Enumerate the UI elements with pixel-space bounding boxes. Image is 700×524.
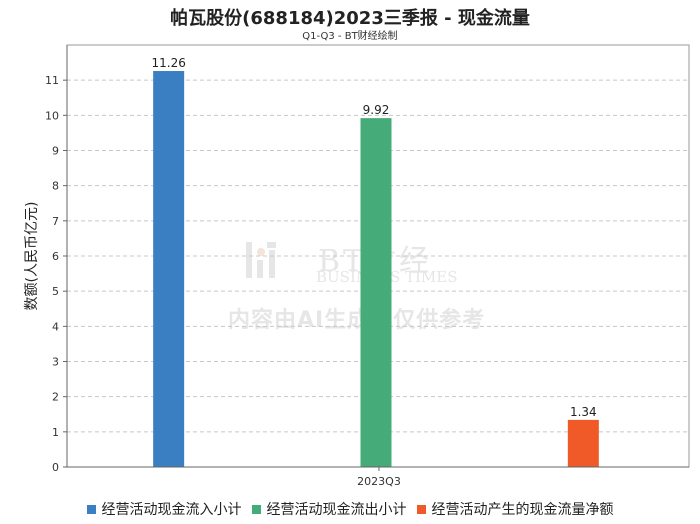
x-tick-label: 2023Q3	[357, 475, 401, 488]
legend: 经营活动现金流入小计 经营活动现金流出小计 经营活动产生的现金流量净额	[0, 499, 700, 519]
legend-label-net: 经营活动产生的现金流量净额	[431, 502, 614, 518]
chart-subtitle: Q1-Q3 - BT财经绘制	[302, 31, 398, 42]
y-tick-label: 8	[52, 180, 59, 193]
y-tick-label: 9	[52, 145, 59, 158]
legend-item-inflow[interactable]: 经营活动现金流入小计	[86, 499, 242, 519]
legend-swatch-outflow	[251, 504, 261, 514]
legend-item-net[interactable]: 经营活动产生的现金流量净额	[416, 499, 614, 519]
legend-swatch-net	[416, 504, 426, 514]
legend-swatch-inflow	[86, 504, 96, 514]
y-tick-label: 5	[52, 285, 59, 298]
bars: 11.26 9.92 1.34	[151, 56, 599, 468]
bar-3	[567, 419, 599, 467]
legend-label-outflow: 经营活动现金流出小计	[266, 502, 407, 518]
y-tick-label: 11	[45, 74, 59, 87]
y-tick-label: 7	[52, 215, 59, 228]
y-tick-label: 1	[52, 426, 59, 439]
bar-2	[360, 118, 392, 467]
watermark-notice: 内容由AI生成，仅供参考	[228, 308, 486, 333]
axes: 0 1 2 3 4 5 6 7 8 9 10 11 2023Q3 数额(人民币亿元)	[24, 45, 689, 488]
y-tick-label: 0	[52, 461, 59, 474]
bar-value-label: 1.34	[570, 405, 597, 419]
bar-value-label: 11.26	[151, 56, 185, 70]
bar-1	[153, 71, 185, 468]
y-tick-label: 2	[52, 391, 59, 404]
chart-title: 帕瓦股份(688184)2023三季报 - 现金流量	[170, 8, 530, 29]
bar-value-label: 9.92	[363, 103, 390, 117]
y-tick-label: 10	[45, 109, 59, 122]
watermark-logo-icon	[244, 240, 278, 284]
legend-item-outflow[interactable]: 经营活动现金流出小计	[251, 499, 407, 519]
y-tick-label: 3	[52, 356, 59, 369]
y-tick-label: 4	[52, 320, 59, 333]
legend-label-inflow: 经营活动现金流入小计	[101, 502, 242, 518]
y-axis-label: 数额(人民币亿元)	[24, 202, 40, 311]
y-tick-label: 6	[52, 250, 59, 263]
